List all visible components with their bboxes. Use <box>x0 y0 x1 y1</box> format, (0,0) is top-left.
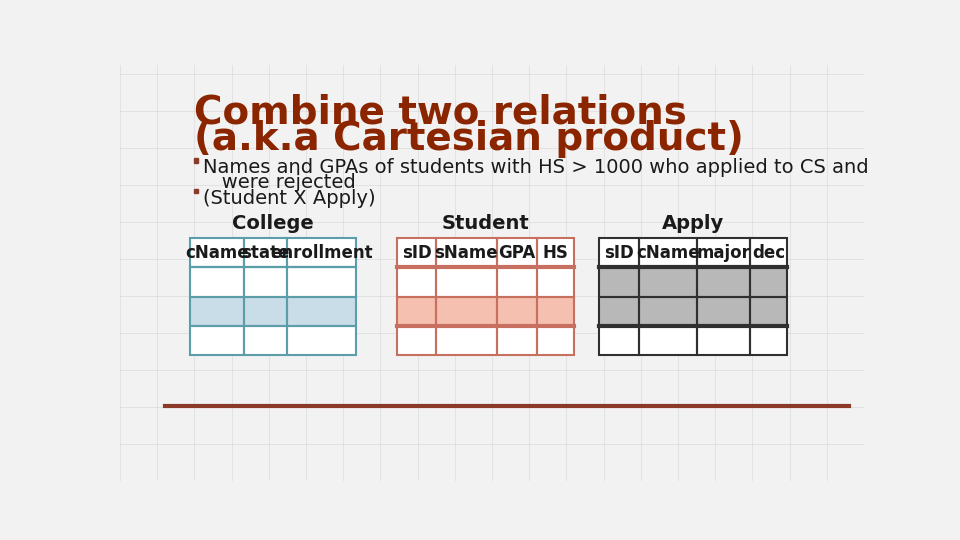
Bar <box>599 326 787 355</box>
Bar <box>599 267 787 296</box>
Text: Student: Student <box>442 214 530 233</box>
Bar <box>244 238 287 267</box>
Bar <box>750 267 787 296</box>
Bar <box>750 238 787 267</box>
Bar <box>496 267 537 296</box>
Bar <box>436 326 496 355</box>
Text: GPA: GPA <box>498 244 536 262</box>
Bar <box>190 326 356 355</box>
Bar <box>397 267 574 296</box>
Bar <box>537 326 574 355</box>
Bar <box>639 238 697 267</box>
Bar <box>599 326 639 355</box>
Bar <box>244 267 287 296</box>
Bar <box>397 267 436 296</box>
Bar <box>397 296 574 326</box>
Bar <box>496 296 537 326</box>
Bar <box>190 238 356 267</box>
Text: dec: dec <box>752 244 785 262</box>
Text: (a.k.a Cartesian product): (a.k.a Cartesian product) <box>194 120 743 158</box>
Bar <box>599 238 639 267</box>
Bar <box>599 296 787 326</box>
Bar <box>697 296 750 326</box>
Bar <box>537 296 574 326</box>
Bar <box>639 296 697 326</box>
Bar <box>190 238 244 267</box>
Bar <box>599 267 639 296</box>
Text: Combine two relations: Combine two relations <box>194 93 686 131</box>
Text: sID: sID <box>604 244 634 262</box>
Bar <box>397 296 436 326</box>
Text: cName: cName <box>185 244 249 262</box>
Bar <box>599 238 787 267</box>
Bar <box>287 296 356 326</box>
Text: were rejected: were rejected <box>203 173 355 192</box>
Bar <box>194 189 199 193</box>
Text: major: major <box>697 244 751 262</box>
Bar <box>244 326 287 355</box>
Text: College: College <box>232 214 314 233</box>
Bar <box>397 326 436 355</box>
Bar <box>194 158 199 163</box>
Text: Names and GPAs of students with HS > 1000 who applied to CS and: Names and GPAs of students with HS > 100… <box>203 158 869 177</box>
Bar <box>750 296 787 326</box>
Bar <box>190 267 244 296</box>
Text: sID: sID <box>402 244 432 262</box>
Bar <box>697 326 750 355</box>
Bar <box>496 326 537 355</box>
Bar <box>190 296 244 326</box>
Bar <box>287 267 356 296</box>
Bar <box>287 238 356 267</box>
Bar <box>496 238 537 267</box>
Bar <box>639 267 697 296</box>
Bar <box>436 296 496 326</box>
Bar <box>244 296 287 326</box>
Bar <box>190 326 244 355</box>
Bar <box>639 326 697 355</box>
Text: HS: HS <box>542 244 568 262</box>
Text: sName: sName <box>435 244 498 262</box>
Bar <box>750 326 787 355</box>
Bar <box>287 326 356 355</box>
Text: (Student X Apply): (Student X Apply) <box>203 189 375 208</box>
Bar <box>436 238 496 267</box>
Text: state: state <box>241 244 290 262</box>
Bar <box>697 267 750 296</box>
Bar <box>190 267 356 296</box>
Text: enrollment: enrollment <box>270 244 372 262</box>
Text: Apply: Apply <box>662 214 724 233</box>
Bar <box>697 238 750 267</box>
Bar <box>397 238 574 267</box>
Bar <box>537 267 574 296</box>
Bar <box>599 296 639 326</box>
Bar <box>397 326 574 355</box>
Bar <box>436 267 496 296</box>
Bar <box>190 296 356 326</box>
Text: cName: cName <box>636 244 700 262</box>
Bar <box>537 238 574 267</box>
Bar <box>397 238 436 267</box>
